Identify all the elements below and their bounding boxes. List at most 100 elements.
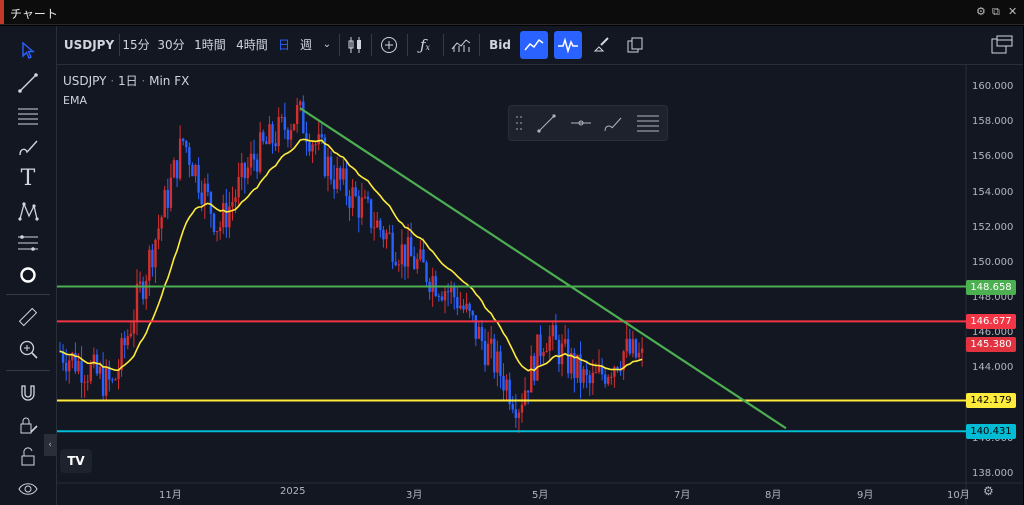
candle-body [563, 339, 567, 344]
fib-icon[interactable] [0, 228, 56, 258]
candle-body [496, 351, 499, 373]
candle-body [215, 231, 219, 233]
candle-body [302, 101, 305, 134]
symbol-button[interactable]: USDJPY [63, 38, 115, 52]
interval-30m[interactable]: 30分 [157, 38, 185, 52]
candle-body [320, 134, 323, 138]
price-type-bid[interactable]: Bid [489, 38, 511, 52]
pulse-toggle[interactable] [554, 31, 582, 59]
candle-body [425, 262, 428, 282]
candle-body [379, 220, 382, 230]
axis-settings-icon[interactable]: ⚙ [983, 484, 994, 498]
candle-body [545, 350, 548, 353]
candle-body [594, 372, 598, 374]
candle-body [280, 116, 283, 118]
candle-body [397, 264, 400, 266]
chart-style-icon[interactable] [447, 26, 475, 64]
drawing-toolbar: T ‹ [0, 26, 57, 505]
legend-symbol: USDJPY [63, 74, 107, 88]
candle-body [388, 232, 391, 234]
price-tick: 154.000 [972, 186, 1014, 198]
interval-week[interactable]: 週 [299, 38, 312, 52]
candle-body [120, 338, 123, 370]
brush-tool-icon[interactable] [0, 132, 56, 162]
indicator-label[interactable]: EMA [63, 94, 87, 107]
candle-body [382, 229, 385, 240]
candle-body [446, 291, 450, 293]
line-chart-toggle[interactable] [520, 31, 548, 59]
candle-body [126, 336, 129, 346]
price-level-tag: 148.658 [966, 279, 1016, 295]
brush-icon[interactable] [587, 26, 615, 64]
copy-layout-icon[interactable] [621, 26, 649, 64]
candle-body [286, 129, 290, 140]
candle-body [536, 334, 539, 381]
magnet-icon[interactable] [0, 378, 56, 408]
candle-body [628, 338, 631, 354]
candle-body [308, 142, 311, 152]
interval-15m[interactable]: 15分 [122, 38, 150, 52]
candle-body [508, 379, 511, 405]
candle-body [329, 156, 333, 180]
candle-body [311, 144, 314, 152]
time-tick: 3月 [406, 490, 423, 501]
candle-body [419, 249, 422, 260]
popout-icon[interactable]: ⧉ [992, 5, 1000, 18]
candle-body [132, 321, 136, 334]
time-tick: 10月 [947, 490, 970, 501]
interval-1h[interactable]: 1時間 [194, 38, 226, 52]
candle-body [212, 213, 216, 233]
float-brush-icon [604, 117, 622, 132]
candle-body [83, 381, 86, 383]
candle-body [422, 249, 425, 263]
eye-icon[interactable] [0, 474, 56, 504]
price-tick: 150.000 [972, 256, 1014, 268]
candle-body [462, 305, 465, 310]
layout-icon[interactable] [987, 26, 1017, 64]
candle-body [292, 123, 296, 131]
trendline-icon[interactable] [0, 68, 56, 98]
time-tick: 5月 [532, 490, 549, 501]
interval-day[interactable]: 日 [277, 38, 290, 52]
function-icon[interactable]: ƒx [419, 36, 431, 54]
candle-body [154, 239, 157, 268]
circle-icon[interactable] [0, 260, 56, 290]
pattern-icon[interactable] [0, 196, 56, 226]
price-chart[interactable] [57, 65, 1023, 505]
horizontal-lines-icon[interactable] [0, 100, 56, 130]
text-icon[interactable]: T [20, 166, 36, 191]
candle-body [332, 179, 336, 189]
candle-body [406, 237, 410, 267]
float-lines-icon [637, 115, 659, 132]
candle-body [218, 227, 222, 232]
candle-body [431, 276, 434, 292]
price-tick: 160.000 [972, 81, 1014, 92]
candle-body [591, 372, 595, 384]
lock-icon[interactable] [0, 442, 56, 472]
candle-body [619, 370, 622, 372]
interval-4h[interactable]: 4時間 [236, 38, 268, 52]
candle-body [459, 305, 462, 309]
candle-body [449, 286, 453, 293]
add-indicator-icon[interactable] [375, 26, 403, 64]
candle-body [625, 338, 628, 352]
price-tick: 146.000 [972, 327, 1014, 339]
float-trendline-icon [537, 114, 556, 133]
window-accent [0, 0, 4, 24]
ruler-icon[interactable] [0, 302, 56, 332]
close-icon[interactable]: ✕ [1008, 5, 1018, 18]
candle-body [326, 156, 330, 177]
lock-edit-icon[interactable] [0, 410, 56, 440]
cursor-icon[interactable] [0, 36, 56, 66]
zoom-in-icon[interactable] [0, 334, 56, 364]
collapse-toolbar-icon[interactable]: ‹ [44, 434, 56, 456]
candle-body [526, 390, 530, 393]
candle-body [456, 297, 459, 309]
candle-body [305, 133, 308, 143]
candle-body [403, 244, 407, 267]
interval-dropdown-icon[interactable]: ⌄ [322, 39, 332, 50]
price-tick: 144.000 [972, 362, 1014, 374]
candle-body [194, 164, 197, 177]
settings-icon[interactable]: ⚙ [976, 5, 986, 18]
candles-icon[interactable] [343, 26, 367, 64]
